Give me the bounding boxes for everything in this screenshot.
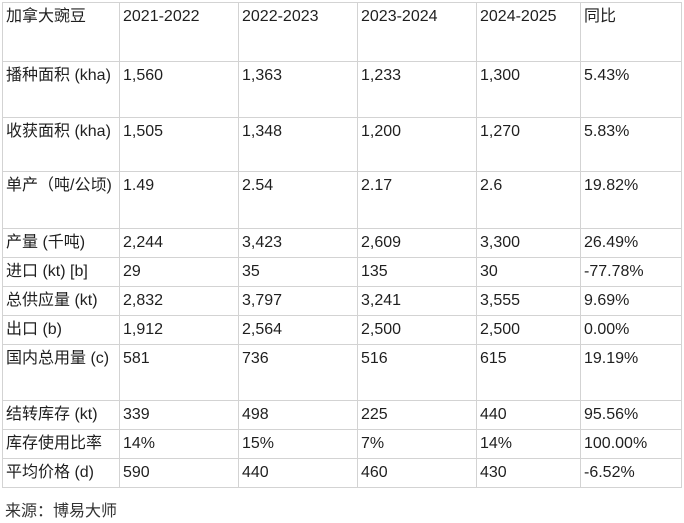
cell-value: 1.49 bbox=[119, 171, 239, 229]
row-label: 产量 (千吨) bbox=[2, 228, 120, 258]
cell-value: 2.54 bbox=[238, 171, 358, 229]
cell-value: 339 bbox=[119, 400, 239, 430]
table-title: 加拿大豌豆 bbox=[2, 2, 120, 62]
cell-value: 1,560 bbox=[119, 61, 239, 118]
row-label: 结转库存 (kt) bbox=[2, 400, 120, 430]
cell-value: 3,241 bbox=[357, 286, 477, 316]
yoy-value: 95.56% bbox=[580, 400, 682, 430]
column-header-season-4: 2024-2025 bbox=[476, 2, 581, 62]
cell-value: 2.17 bbox=[357, 171, 477, 229]
column-header-season-3: 2023-2024 bbox=[357, 2, 477, 62]
cell-value: 1,233 bbox=[357, 61, 477, 118]
cell-value: 1,505 bbox=[119, 117, 239, 172]
cell-value: 2,564 bbox=[238, 315, 358, 345]
cell-value: 440 bbox=[238, 458, 358, 488]
cell-value: 430 bbox=[476, 458, 581, 488]
column-header-season-2: 2022-2023 bbox=[238, 2, 358, 62]
cell-value: 225 bbox=[357, 400, 477, 430]
cell-value: 440 bbox=[476, 400, 581, 430]
row-label: 收获面积 (kha) bbox=[2, 117, 120, 172]
cell-value: 2,500 bbox=[357, 315, 477, 345]
yoy-value: 19.82% bbox=[580, 171, 682, 229]
table-row-average-price: 平均价格 (d) 590 440 460 430 -6.52% bbox=[2, 458, 682, 488]
cell-value: 736 bbox=[238, 344, 358, 401]
cell-value: 30 bbox=[476, 257, 581, 287]
cell-value: 135 bbox=[357, 257, 477, 287]
cell-value: 1,363 bbox=[238, 61, 358, 118]
cell-value: 2,244 bbox=[119, 228, 239, 258]
yoy-value: -6.52% bbox=[580, 458, 682, 488]
table-row-exports: 出口 (b) 1,912 2,564 2,500 2,500 0.00% bbox=[2, 315, 682, 345]
row-label: 国内总用量 (c) bbox=[2, 344, 120, 401]
row-label: 进口 (kt) [b] bbox=[2, 257, 120, 287]
yoy-value: 5.43% bbox=[580, 61, 682, 118]
cell-value: 1,912 bbox=[119, 315, 239, 345]
cell-value: 14% bbox=[476, 429, 581, 459]
table-row-ending-stocks: 结转库存 (kt) 339 498 225 440 95.56% bbox=[2, 400, 682, 430]
pea-supply-demand-table: 加拿大豌豆 2021-2022 2022-2023 2023-2024 2024… bbox=[2, 2, 682, 488]
yoy-value: 26.49% bbox=[580, 228, 682, 258]
cell-value: 15% bbox=[238, 429, 358, 459]
cell-value: 3,300 bbox=[476, 228, 581, 258]
table-row-total-supply: 总供应量 (kt) 2,832 3,797 3,241 3,555 9.69% bbox=[2, 286, 682, 316]
column-header-yoy: 同比 bbox=[580, 2, 682, 62]
cell-value: 1,270 bbox=[476, 117, 581, 172]
yoy-value: 100.00% bbox=[580, 429, 682, 459]
table-row-sown-area: 播种面积 (kha) 1,560 1,363 1,233 1,300 5.43% bbox=[2, 61, 682, 118]
row-label: 平均价格 (d) bbox=[2, 458, 120, 488]
cell-value: 3,797 bbox=[238, 286, 358, 316]
cell-value: 2.6 bbox=[476, 171, 581, 229]
cell-value: 2,609 bbox=[357, 228, 477, 258]
row-label: 单产（吨/公顷) bbox=[2, 171, 120, 229]
cell-value: 590 bbox=[119, 458, 239, 488]
cell-value: 3,423 bbox=[238, 228, 358, 258]
yoy-value: 19.19% bbox=[580, 344, 682, 401]
source-note: 来源：博易大师 bbox=[5, 503, 118, 520]
cell-value: 2,500 bbox=[476, 315, 581, 345]
cell-value: 2,832 bbox=[119, 286, 239, 316]
cell-value: 35 bbox=[238, 257, 358, 287]
cell-value: 581 bbox=[119, 344, 239, 401]
column-header-season-1: 2021-2022 bbox=[119, 2, 239, 62]
cell-value: 615 bbox=[476, 344, 581, 401]
yoy-value: 0.00% bbox=[580, 315, 682, 345]
cell-value: 14% bbox=[119, 429, 239, 459]
cell-value: 7% bbox=[357, 429, 477, 459]
yoy-value: 9.69% bbox=[580, 286, 682, 316]
table-row-yield: 单产（吨/公顷) 1.49 2.54 2.17 2.6 19.82% bbox=[2, 171, 682, 229]
row-label: 出口 (b) bbox=[2, 315, 120, 345]
yoy-value: -77.78% bbox=[580, 257, 682, 287]
table-row-stock-use-ratio: 库存使用比率 14% 15% 7% 14% 100.00% bbox=[2, 429, 682, 459]
table-row-domestic-use: 国内总用量 (c) 581 736 516 615 19.19% bbox=[2, 344, 682, 401]
table-row-harvested-area: 收获面积 (kha) 1,505 1,348 1,200 1,270 5.83% bbox=[2, 117, 682, 172]
table-row-imports: 进口 (kt) [b] 29 35 135 30 -77.78% bbox=[2, 257, 682, 287]
cell-value: 460 bbox=[357, 458, 477, 488]
row-label: 播种面积 (kha) bbox=[2, 61, 120, 118]
row-label: 库存使用比率 bbox=[2, 429, 120, 459]
yoy-value: 5.83% bbox=[580, 117, 682, 172]
cell-value: 516 bbox=[357, 344, 477, 401]
cell-value: 1,300 bbox=[476, 61, 581, 118]
table-header-row: 加拿大豌豆 2021-2022 2022-2023 2023-2024 2024… bbox=[2, 2, 682, 62]
table-row-production: 产量 (千吨) 2,244 3,423 2,609 3,300 26.49% bbox=[2, 228, 682, 258]
cell-value: 1,200 bbox=[357, 117, 477, 172]
cell-value: 29 bbox=[119, 257, 239, 287]
cell-value: 3,555 bbox=[476, 286, 581, 316]
cell-value: 498 bbox=[238, 400, 358, 430]
cell-value: 1,348 bbox=[238, 117, 358, 172]
row-label: 总供应量 (kt) bbox=[2, 286, 120, 316]
